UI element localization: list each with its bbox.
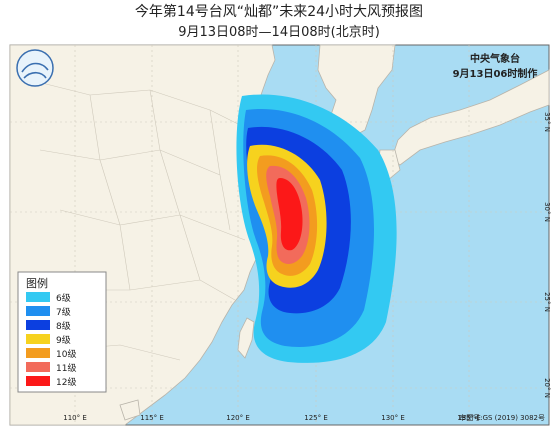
- wind-swath: [236, 94, 397, 363]
- approval: 审图号:GS (2019) 3082号: [459, 413, 545, 422]
- legend-swatch: [26, 362, 50, 372]
- legend-label: 11级: [56, 362, 76, 374]
- lon-label: 120° E: [226, 414, 250, 422]
- swath-12: [276, 178, 303, 251]
- title: 今年第14号台风“灿都”未来24小时大风预报图: [135, 3, 423, 20]
- lon-label: 130° E: [381, 414, 405, 422]
- legend-swatch: [26, 334, 50, 344]
- legend-swatch: [26, 348, 50, 358]
- lat-label: 20° N: [543, 378, 551, 398]
- subtitle: 9月13日08时—14日08时(北京时): [178, 25, 380, 40]
- lat-label: 35° N: [543, 112, 551, 132]
- legend-box: [17, 271, 107, 393]
- legend-label: 10级: [56, 348, 76, 360]
- legend-title: 图例: [26, 276, 48, 290]
- lon-labels: 110° E 115° E 120° E 125° E 130° E 135° E: [63, 414, 481, 422]
- lon-label: 135° E: [457, 414, 481, 422]
- legend-swatch: [26, 292, 50, 302]
- lon-label: 125° E: [304, 414, 328, 422]
- agency-name: 中央气象台: [470, 52, 520, 65]
- map: 中央气象台 9月13日06时制作 图例 6级 7级 8级 9级 10级 11级 12级 11…: [9, 44, 551, 426]
- legend-label: 7级: [56, 306, 71, 318]
- hainan: [119, 399, 141, 421]
- legend-swatch: [26, 306, 50, 316]
- legend: 图例 6级 7级 8级 9级 10级 11级 12级: [17, 271, 107, 393]
- legend-label: 6级: [56, 292, 71, 304]
- lat-label: 25° N: [543, 292, 551, 312]
- lat-labels: 35° N 30° N 25° N 20° N: [543, 112, 551, 398]
- agency-logo: [16, 49, 54, 87]
- legend-swatch: [26, 320, 50, 330]
- lon-label: 110° E: [63, 414, 87, 422]
- province-borders: [29, 79, 251, 361]
- agency-time: 9月13日06时制作: [453, 67, 538, 80]
- taiwan: [237, 317, 255, 359]
- legend-label: 9级: [56, 334, 71, 346]
- lat-label: 30° N: [543, 202, 551, 222]
- legend-swatch: [26, 376, 50, 386]
- legend-label: 8级: [56, 320, 71, 332]
- lon-label: 115° E: [140, 414, 164, 422]
- legend-label: 12级: [56, 376, 76, 388]
